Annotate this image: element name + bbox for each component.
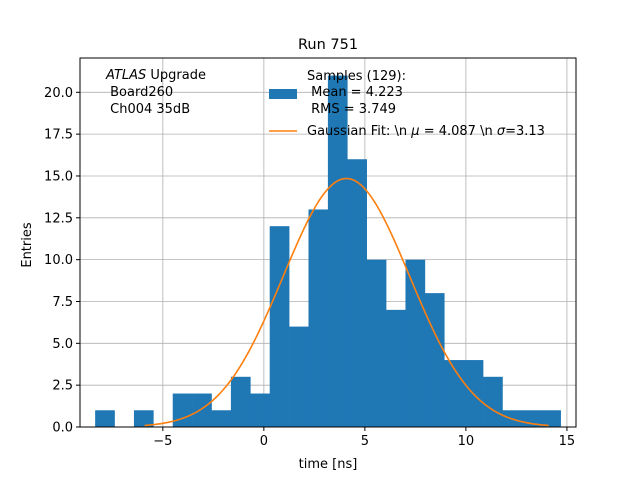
x-tick-label-0: −5	[153, 434, 172, 449]
histogram-bar-6	[211, 410, 232, 427]
histogram-bar-17	[424, 293, 445, 427]
y-tick-label-8: 20.0	[44, 86, 73, 101]
y-tick-label-1: 2.5	[52, 379, 73, 394]
y-tick-label-3: 7.5	[52, 295, 73, 310]
y-tick-label-5: 12.5	[44, 211, 73, 226]
legend-hist-line-2: Mean = 4.223	[307, 85, 403, 100]
histogram-bar-10	[289, 326, 309, 427]
legend-fit-prefix: Gaussian Fit: \n	[307, 124, 411, 139]
legend-fit-mu: μ	[410, 124, 419, 139]
annotation-line-2: Board260	[106, 85, 173, 100]
x-tick-label-4: 15	[559, 434, 576, 449]
histogram-bar-4	[172, 393, 193, 427]
legend-hist-line-3: RMS = 3.749	[307, 102, 396, 117]
histogram-bar-9	[269, 226, 290, 427]
y-tick-label-6: 15.0	[44, 169, 73, 184]
histogram-bar-0	[95, 410, 115, 427]
x-tick-label-2: 5	[361, 434, 369, 449]
atlas-annotation: ATLAS Upgrade Board260 Ch004 35dB	[105, 68, 206, 117]
annotation-upgrade: Upgrade	[146, 68, 206, 83]
histogram-bar-15	[386, 309, 406, 427]
x-axis-label: time [ns]	[299, 457, 358, 472]
x-tick-label-1: 0	[260, 434, 268, 449]
gaussian-fit	[144, 177, 549, 427]
annotation-line-1: ATLAS Upgrade	[105, 68, 206, 83]
histogram-bar-8	[250, 393, 271, 427]
legend-hist-swatch	[269, 89, 297, 99]
axis-ticks: −5 0 5 10 15 0.0 2.5 5.0 7.5 10.0 12.5 15.0 17.5 20.0	[44, 86, 575, 449]
annotation-atlas: ATLAS	[105, 68, 146, 83]
legend-fit-sigma: σ	[497, 124, 506, 139]
histogram-bar-5	[192, 393, 212, 427]
histogram-bar-20	[483, 376, 503, 427]
legend-fit-suffix: =3.13	[505, 124, 545, 139]
y-axis-label: Entries	[20, 222, 35, 268]
histogram-bars	[95, 75, 561, 428]
annotation-line-3: Ch004 35dB	[106, 102, 190, 117]
y-tick-label-0: 0.0	[52, 421, 73, 436]
x-tick-label-3: 10	[458, 434, 475, 449]
y-tick-label-7: 17.5	[44, 128, 73, 143]
legend: Samples (129): Mean = 4.223 RMS = 3.749 …	[269, 69, 545, 139]
histogram-bar-14	[366, 259, 387, 427]
histogram-bar-11	[308, 209, 329, 427]
histogram-bar-12	[327, 75, 348, 428]
histogram-bar-2	[133, 410, 154, 427]
axes-frame	[79, 57, 577, 428]
legend-fit-mid: = 4.087 \n	[420, 124, 497, 139]
legend-fit-label: Gaussian Fit: \n μ = 4.087 \n σ=3.13	[307, 124, 545, 139]
gaussian-fit-curve	[144, 177, 549, 427]
y-tick-label-2: 5.0	[52, 337, 73, 352]
histogram-bar-7	[230, 376, 251, 427]
histogram-bar-13	[347, 159, 367, 427]
y-tick-label-4: 10.0	[44, 253, 73, 268]
histogram-bar-16	[405, 259, 426, 427]
chart-title: Run 751	[298, 37, 358, 53]
legend-hist-line-1: Samples (129):	[307, 69, 406, 84]
histogram-bar-23	[541, 410, 561, 427]
